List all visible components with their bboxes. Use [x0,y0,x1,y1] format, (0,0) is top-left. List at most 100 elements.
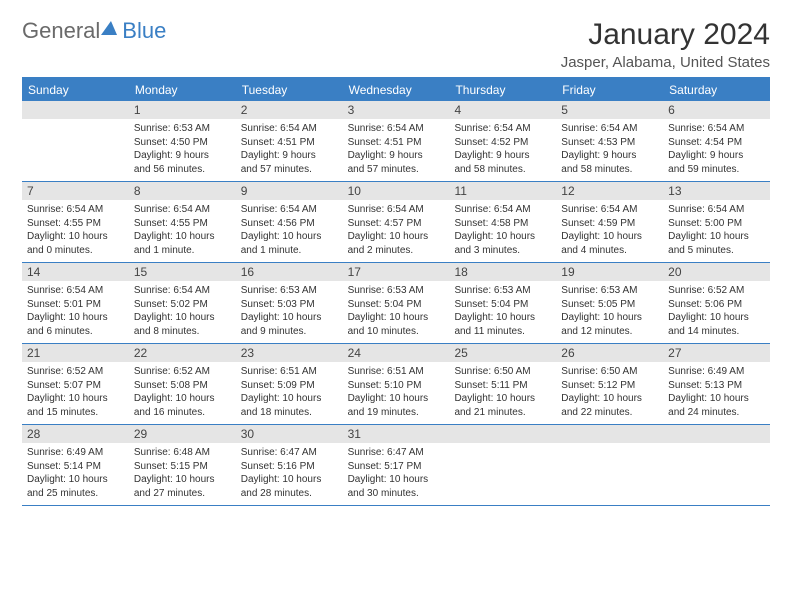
sunset-text: Sunset: 5:16 PM [241,460,338,474]
day-number: 3 [343,101,450,119]
daylight-text-2: and 8 minutes. [134,325,231,339]
daylight-text-2: and 19 minutes. [348,406,445,420]
week-row: 14Sunrise: 6:54 AMSunset: 5:01 PMDayligh… [22,263,770,344]
day-number: 6 [663,101,770,119]
logo-text-blue: Blue [122,18,166,44]
day-number: 8 [129,182,236,200]
day-cell: 31Sunrise: 6:47 AMSunset: 5:17 PMDayligh… [343,425,450,505]
day-number [449,425,556,443]
logo-text-general: General [22,18,100,44]
day-number: 12 [556,182,663,200]
logo: General Blue [22,18,166,44]
day-cell: 24Sunrise: 6:51 AMSunset: 5:10 PMDayligh… [343,344,450,424]
sunrise-text: Sunrise: 6:53 AM [134,122,231,136]
daylight-text-2: and 27 minutes. [134,487,231,501]
sunrise-text: Sunrise: 6:54 AM [668,203,765,217]
daylight-text-2: and 58 minutes. [454,163,551,177]
daylight-text-1: Daylight: 10 hours [454,230,551,244]
sunset-text: Sunset: 4:57 PM [348,217,445,231]
daylight-text-1: Daylight: 10 hours [454,311,551,325]
sunrise-text: Sunrise: 6:53 AM [241,284,338,298]
daylight-text-1: Daylight: 9 hours [348,149,445,163]
day-number: 5 [556,101,663,119]
sunset-text: Sunset: 5:03 PM [241,298,338,312]
sunset-text: Sunset: 5:17 PM [348,460,445,474]
day-body: Sunrise: 6:52 AMSunset: 5:07 PMDaylight:… [22,362,129,424]
day-body: Sunrise: 6:48 AMSunset: 5:15 PMDaylight:… [129,443,236,505]
sunset-text: Sunset: 4:54 PM [668,136,765,150]
sunrise-text: Sunrise: 6:53 AM [348,284,445,298]
day-cell: 13Sunrise: 6:54 AMSunset: 5:00 PMDayligh… [663,182,770,262]
daylight-text-2: and 16 minutes. [134,406,231,420]
daylight-text-1: Daylight: 10 hours [27,230,124,244]
day-number: 18 [449,263,556,281]
daylight-text-2: and 4 minutes. [561,244,658,258]
day-number: 30 [236,425,343,443]
sunset-text: Sunset: 4:56 PM [241,217,338,231]
sunset-text: Sunset: 5:11 PM [454,379,551,393]
day-body: Sunrise: 6:54 AMSunset: 4:58 PMDaylight:… [449,200,556,262]
sunrise-text: Sunrise: 6:49 AM [668,365,765,379]
sunset-text: Sunset: 4:51 PM [348,136,445,150]
day-cell: 17Sunrise: 6:53 AMSunset: 5:04 PMDayligh… [343,263,450,343]
day-body: Sunrise: 6:53 AMSunset: 5:04 PMDaylight:… [449,281,556,343]
daylight-text-2: and 59 minutes. [668,163,765,177]
sunset-text: Sunset: 5:13 PM [668,379,765,393]
day-cell: 28Sunrise: 6:49 AMSunset: 5:14 PMDayligh… [22,425,129,505]
day-number: 31 [343,425,450,443]
day-cell: 7Sunrise: 6:54 AMSunset: 4:55 PMDaylight… [22,182,129,262]
sunset-text: Sunset: 4:50 PM [134,136,231,150]
day-body: Sunrise: 6:54 AMSunset: 5:02 PMDaylight:… [129,281,236,343]
day-number: 1 [129,101,236,119]
sunrise-text: Sunrise: 6:52 AM [668,284,765,298]
title-block: January 2024 Jasper, Alabama, United Sta… [561,18,770,71]
day-body: Sunrise: 6:54 AMSunset: 4:52 PMDaylight:… [449,119,556,181]
sunrise-text: Sunrise: 6:51 AM [241,365,338,379]
daylight-text-1: Daylight: 10 hours [241,311,338,325]
logo-sail-icon [101,21,119,35]
day-number: 10 [343,182,450,200]
day-body: Sunrise: 6:51 AMSunset: 5:10 PMDaylight:… [343,362,450,424]
day-cell: 18Sunrise: 6:53 AMSunset: 5:04 PMDayligh… [449,263,556,343]
sunset-text: Sunset: 4:59 PM [561,217,658,231]
daylight-text-2: and 57 minutes. [348,163,445,177]
daylight-text-1: Daylight: 10 hours [241,230,338,244]
day-body: Sunrise: 6:54 AMSunset: 4:59 PMDaylight:… [556,200,663,262]
weekday-header-cell: Friday [556,79,663,101]
daylight-text-1: Daylight: 10 hours [134,230,231,244]
day-cell: 30Sunrise: 6:47 AMSunset: 5:16 PMDayligh… [236,425,343,505]
daylight-text-2: and 57 minutes. [241,163,338,177]
daylight-text-1: Daylight: 10 hours [668,230,765,244]
daylight-text-2: and 24 minutes. [668,406,765,420]
sunrise-text: Sunrise: 6:54 AM [241,203,338,217]
daylight-text-1: Daylight: 10 hours [668,311,765,325]
sunrise-text: Sunrise: 6:53 AM [561,284,658,298]
day-number: 24 [343,344,450,362]
daylight-text-1: Daylight: 10 hours [348,230,445,244]
day-body: Sunrise: 6:53 AMSunset: 5:05 PMDaylight:… [556,281,663,343]
sunset-text: Sunset: 5:12 PM [561,379,658,393]
weekday-header-cell: Wednesday [343,79,450,101]
day-body: Sunrise: 6:50 AMSunset: 5:11 PMDaylight:… [449,362,556,424]
daylight-text-2: and 5 minutes. [668,244,765,258]
day-body: Sunrise: 6:53 AMSunset: 4:50 PMDaylight:… [129,119,236,181]
calendar: SundayMondayTuesdayWednesdayThursdayFrid… [22,77,770,506]
day-cell: 6Sunrise: 6:54 AMSunset: 4:54 PMDaylight… [663,101,770,181]
daylight-text-2: and 21 minutes. [454,406,551,420]
sunset-text: Sunset: 5:10 PM [348,379,445,393]
daylight-text-1: Daylight: 9 hours [668,149,765,163]
day-number: 2 [236,101,343,119]
daylight-text-1: Daylight: 9 hours [561,149,658,163]
day-body: Sunrise: 6:54 AMSunset: 4:51 PMDaylight:… [236,119,343,181]
day-cell [556,425,663,505]
daylight-text-1: Daylight: 9 hours [241,149,338,163]
sunset-text: Sunset: 4:55 PM [134,217,231,231]
sunset-text: Sunset: 5:06 PM [668,298,765,312]
day-cell: 11Sunrise: 6:54 AMSunset: 4:58 PMDayligh… [449,182,556,262]
day-body: Sunrise: 6:51 AMSunset: 5:09 PMDaylight:… [236,362,343,424]
week-row: 1Sunrise: 6:53 AMSunset: 4:50 PMDaylight… [22,101,770,182]
sunset-text: Sunset: 5:04 PM [348,298,445,312]
day-body: Sunrise: 6:53 AMSunset: 5:03 PMDaylight:… [236,281,343,343]
sunset-text: Sunset: 5:09 PM [241,379,338,393]
daylight-text-2: and 56 minutes. [134,163,231,177]
